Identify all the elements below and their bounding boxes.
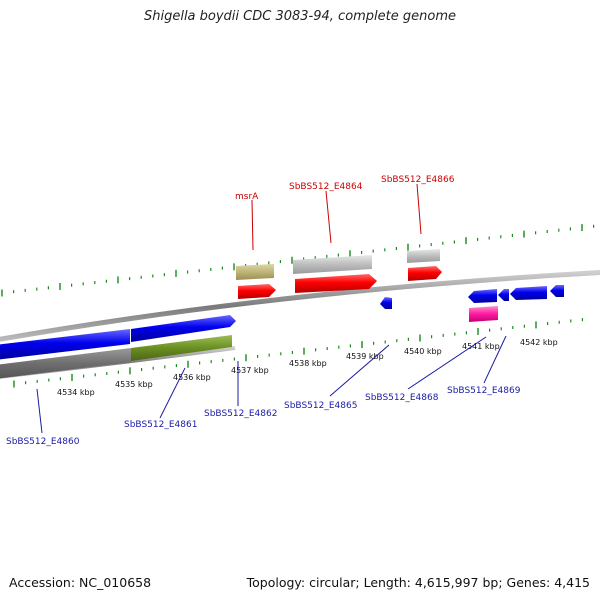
scale-label: 4535 kbp [115, 380, 153, 389]
leader-line [329, 344, 390, 397]
leader-line [36, 388, 43, 434]
reverse-cds-arrow-b[interactable] [498, 289, 509, 301]
sbbs512-e4865-cds-arrow[interactable] [380, 297, 392, 309]
leader-line [159, 367, 186, 419]
leader-line [416, 183, 422, 235]
top-gene-labels: msrA SbBS512_E4864 SbBS512_E4866 [235, 175, 455, 251]
scale-label: 4534 kbp [57, 388, 95, 397]
reverse-cds-arrow-d[interactable] [550, 285, 564, 297]
sbbs512-e4864-cds-arrow[interactable] [295, 274, 377, 293]
gene-label-sbbs512-e4869[interactable]: SbBS512_E4869 [447, 386, 521, 396]
gene-label-sbbs512-e4861[interactable]: SbBS512_E4861 [124, 420, 197, 430]
reverse-cds-arrow-a[interactable] [468, 289, 497, 303]
gene-label-sbbs512-e4862[interactable]: SbBS512_E4862 [204, 409, 277, 419]
sbbs512-e4864-feature-bar[interactable] [293, 255, 372, 274]
scale-label: 4536 kbp [173, 373, 211, 382]
sbbs512-e4868-pink-bar[interactable] [469, 306, 498, 322]
bottom-gene-labels: SbBS512_E4860 SbBS512_E4861 SbBS512_E486… [6, 335, 521, 447]
sbbs512-e4860-cds-arrow[interactable] [0, 329, 130, 360]
sbbs512-e4860-gray-bar[interactable] [0, 348, 131, 379]
scale-label: 4541 kbp [462, 342, 500, 351]
inner-scale-ticks [13, 318, 584, 388]
gene-label-sbbs512-e4866[interactable]: SbBS512_E4866 [381, 175, 455, 185]
leader-line [483, 335, 507, 384]
accession-text: Accession: NC_010658 [9, 575, 152, 590]
scale-label: 4539 kbp [346, 352, 384, 361]
scale-label: 4540 kbp [404, 347, 442, 356]
sbbs512-e4866-cds-arrow[interactable] [408, 266, 442, 281]
outer-scale-ticks [1, 224, 595, 297]
leader-line [407, 336, 487, 390]
gene-label-sbbs512-e4864[interactable]: SbBS512_E4864 [289, 182, 363, 192]
topology-text: Topology: circular; Length: 4,615,997 bp… [246, 575, 590, 590]
gene-label-sbbs512-e4860[interactable]: SbBS512_E4860 [6, 437, 80, 447]
leader-line [251, 199, 254, 251]
gene-label-msrA[interactable]: msrA [235, 192, 259, 202]
scale-label: 4537 kbp [231, 366, 269, 375]
genome-title: Shigella boydii CDC 3083-94, complete ge… [143, 9, 457, 24]
leader-line [325, 190, 332, 244]
reverse-cds-arrow-c[interactable] [510, 286, 547, 300]
sbbs512-e4861-cds-arrow[interactable] [131, 315, 236, 342]
msrA-cds-arrow[interactable] [238, 284, 276, 299]
gene-label-sbbs512-e4865[interactable]: SbBS512_E4865 [284, 401, 357, 411]
scale-label: 4542 kbp [520, 338, 558, 347]
scale-labels: 4534 kbp 4535 kbp 4536 kbp 4537 kbp 4538… [57, 338, 558, 397]
sbbs512-e4866-feature-bar[interactable] [407, 249, 440, 263]
msrA-feature-bar[interactable] [236, 264, 274, 280]
sbbs512-e4862-green-bar[interactable] [131, 335, 232, 361]
genome-backbone [0, 270, 600, 342]
gene-label-sbbs512-e4868[interactable]: SbBS512_E4868 [365, 393, 439, 403]
scale-label: 4538 kbp [289, 359, 327, 368]
